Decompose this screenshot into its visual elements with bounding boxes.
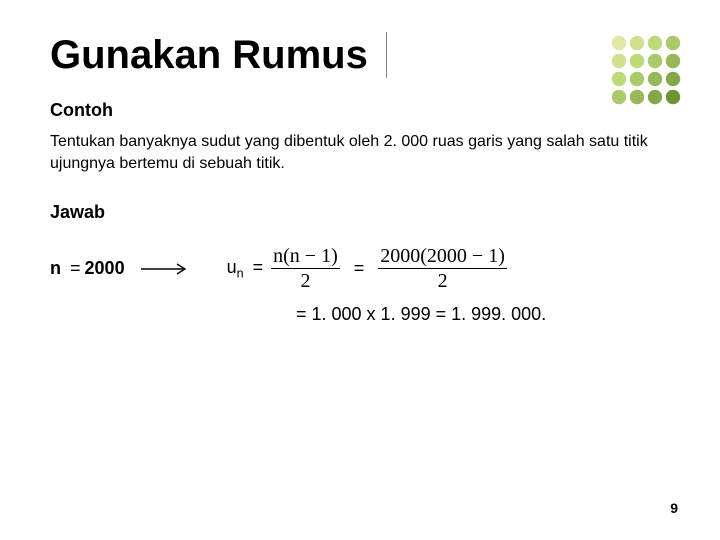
fraction-1-den: 2 [298, 269, 312, 292]
eq-sign: = [66, 258, 85, 278]
n-var: n [50, 258, 61, 278]
arrow-icon [141, 263, 191, 275]
title-row: Gunakan Rumus [50, 32, 670, 78]
un-subscript: n [237, 266, 244, 280]
n-assignment: n =2000 [50, 258, 125, 279]
fraction-2: 2000(2000 − 1) 2 [374, 245, 511, 292]
calc-row-1: n =2000 un = n(n − 1) 2 = 2000(2000 − 1)… [50, 245, 670, 292]
problem-text: Tentukan banyaknya sudut yang dibentuk o… [50, 131, 670, 174]
page-number: 9 [670, 500, 678, 516]
slide: Gunakan Rumus Contoh Tentukan banyaknya … [0, 0, 720, 540]
n-value: 2000 [85, 258, 125, 278]
fraction-2-den: 2 [436, 269, 450, 292]
un-var: u [227, 257, 237, 277]
fraction-2-num: 2000(2000 − 1) [378, 245, 507, 269]
decorative-dot-grid-icon [610, 34, 684, 113]
eq-sign-2: = [249, 257, 268, 277]
result-line: = 1. 000 x 1. 999 = 1. 999. 000. [296, 304, 670, 325]
title-divider [386, 32, 387, 78]
contoh-heading: Contoh [50, 100, 670, 121]
slide-title: Gunakan Rumus [50, 34, 368, 76]
fraction-1: n(n − 1) 2 [267, 245, 344, 292]
calculation-block: n =2000 un = n(n − 1) 2 = 2000(2000 − 1)… [50, 245, 670, 325]
un-expression: un = [227, 257, 268, 281]
eq-sign-3: = [344, 258, 375, 279]
jawab-heading: Jawab [50, 202, 670, 223]
fraction-1-num: n(n − 1) [271, 245, 340, 269]
